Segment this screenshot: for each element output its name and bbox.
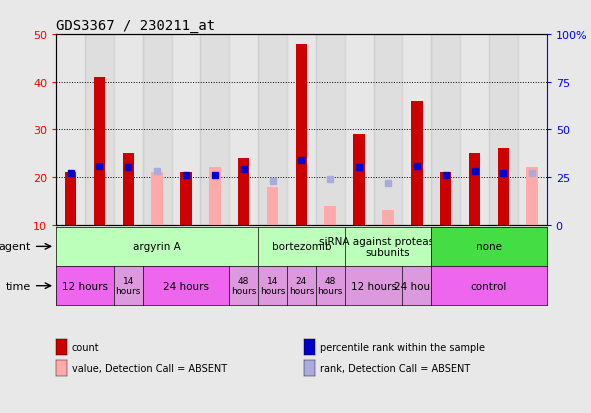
Bar: [200, 35, 229, 225]
Text: 12 hours: 12 hours: [350, 281, 397, 291]
Text: argyrin A: argyrin A: [133, 242, 181, 252]
Bar: [180, 173, 191, 225]
Bar: [527, 168, 538, 225]
Bar: [345, 35, 374, 225]
Bar: [114, 35, 142, 225]
Bar: [324, 206, 336, 225]
Bar: [65, 173, 76, 225]
Bar: [122, 154, 134, 225]
Text: rank, Detection Call = ABSENT: rank, Detection Call = ABSENT: [320, 363, 470, 373]
Bar: [440, 173, 452, 225]
Text: count: count: [72, 342, 99, 352]
Bar: [267, 187, 278, 225]
Text: siRNA against proteasome
subunits: siRNA against proteasome subunits: [319, 236, 457, 258]
Text: 24 hours: 24 hours: [394, 281, 440, 291]
Bar: [171, 35, 200, 225]
Text: none: none: [476, 242, 502, 252]
Bar: [353, 135, 365, 225]
Text: GDS3367 / 230211_at: GDS3367 / 230211_at: [56, 19, 215, 33]
Text: bortezomib: bortezomib: [272, 242, 331, 252]
Bar: [382, 211, 394, 225]
Text: percentile rank within the sample: percentile rank within the sample: [320, 342, 485, 352]
Text: 14
hours: 14 hours: [260, 276, 285, 296]
Bar: [56, 35, 85, 225]
Text: 14
hours: 14 hours: [116, 276, 141, 296]
Bar: [238, 159, 249, 225]
Bar: [142, 35, 171, 225]
Bar: [93, 78, 105, 225]
Bar: [431, 35, 460, 225]
Bar: [402, 35, 431, 225]
Bar: [498, 149, 509, 225]
Bar: [85, 35, 114, 225]
Bar: [151, 173, 163, 225]
Text: 12 hours: 12 hours: [62, 281, 108, 291]
Bar: [518, 35, 547, 225]
Bar: [374, 35, 402, 225]
Text: time: time: [6, 281, 31, 291]
Bar: [229, 35, 258, 225]
Bar: [411, 102, 423, 225]
Bar: [460, 35, 489, 225]
Text: 24 hours: 24 hours: [163, 281, 209, 291]
Bar: [287, 35, 316, 225]
Text: control: control: [471, 281, 507, 291]
Text: 24
hours: 24 hours: [289, 276, 314, 296]
Bar: [209, 168, 220, 225]
Text: 48
hours: 48 hours: [317, 276, 343, 296]
Text: 48
hours: 48 hours: [231, 276, 256, 296]
Text: agent: agent: [0, 242, 31, 252]
Bar: [296, 45, 307, 225]
Bar: [258, 35, 287, 225]
Bar: [489, 35, 518, 225]
Bar: [469, 154, 480, 225]
Bar: [316, 35, 345, 225]
Text: value, Detection Call = ABSENT: value, Detection Call = ABSENT: [72, 363, 226, 373]
